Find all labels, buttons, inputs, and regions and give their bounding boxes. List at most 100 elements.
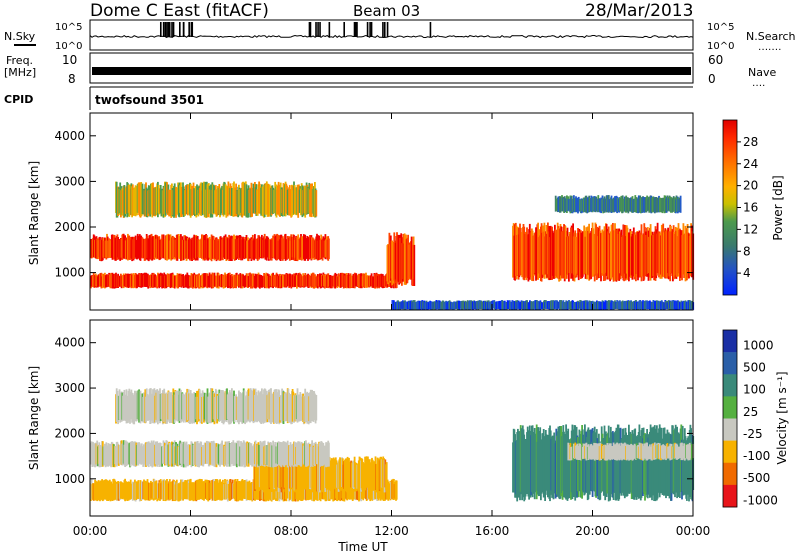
power-y-tick-label: 3000: [54, 174, 85, 188]
velocity-colorbar-block: [723, 462, 737, 486]
power-colorbar-label: Power [dB]: [771, 175, 785, 240]
nsky-spikes: [159, 22, 432, 37]
nave-dots: ․․․․: [752, 78, 765, 89]
nsky-spike: [370, 22, 373, 37]
velocity-colorbar-ticks: 1000 500 100 25 -25 -100 -500 -1000: [743, 338, 778, 507]
power-y-tick-label: 4000: [54, 129, 85, 143]
nsky-spike: [308, 22, 311, 37]
velocity-colorbar-tick-label: -500: [743, 471, 770, 485]
nsearch-label: N.Search: [746, 30, 796, 43]
power-data-cells: [90, 181, 695, 310]
data-cell: [385, 462, 388, 493]
nsky-spike: [182, 22, 185, 37]
velocity-colorbar-tick-label: 25: [743, 405, 758, 419]
power-colorbar-tick-label: 4: [743, 266, 751, 280]
velocity-colorbar-block: [723, 484, 737, 508]
power-ylabel: Slant Range [km]: [27, 161, 41, 265]
beam-label: Beam 03: [353, 2, 420, 20]
nsky-spike: [164, 22, 167, 37]
data-cell: [413, 244, 416, 286]
velocity-panel: 1000 2000 3000 4000 Slant Range [km] 00:00 0…: [27, 113, 710, 554]
power-panel: 1000 2000 3000 4000 Slant Range [km]: [27, 112, 695, 311]
velocity-colorbar-block: [723, 440, 737, 464]
power-colorbar-tick-label: 20: [743, 179, 758, 193]
x-tick-label: 00:00: [676, 524, 711, 538]
velocity-colorbar-tick-label: -25: [743, 427, 763, 441]
power-colorbar-ticks: 4 8 12 16 20 24 28: [737, 135, 758, 280]
nsky-spike: [166, 22, 168, 37]
x-axis-label: Time UT: [337, 540, 388, 554]
velocity-colorbar-tick-label: -100: [743, 449, 770, 463]
power-colorbar-tick-label: 8: [743, 244, 751, 258]
velocity-colorbar-label: Velocity [m s⁻¹]: [775, 371, 789, 464]
velocity-colorbar-tick-label: 500: [743, 361, 766, 375]
date-label: 28/Mar/2013: [585, 1, 693, 21]
freq-right-tick-high: 60: [708, 53, 723, 67]
power-y-tick-label: 1000: [54, 266, 85, 280]
noise-left-tick-low: 10^0: [55, 41, 82, 52]
cpid-panel: CPID twofsound 3501: [4, 86, 693, 110]
nsky-spike: [167, 22, 170, 37]
power-y-ticks: 1000 2000 3000 4000: [54, 129, 693, 280]
x-tick-label: 20:00: [575, 524, 610, 538]
x-tick-label: 12:00: [374, 524, 409, 538]
nsky-spike: [188, 22, 190, 37]
power-colorbar-gradient: [722, 119, 738, 296]
velocity-ylabel: Slant Range [km]: [27, 366, 41, 470]
nsky-spike: [315, 22, 317, 37]
velocity-colorbar-tick-label: 1000: [743, 338, 774, 352]
nsky-spike: [356, 22, 358, 37]
freq-label-line1: Freq.: [6, 54, 33, 67]
power-colorbar: 4 8 12 16 20 24 28 Power [dB]: [722, 119, 785, 296]
nsky-spike: [190, 22, 193, 37]
data-cell: [395, 480, 398, 500]
x-tick-label: 08:00: [274, 524, 309, 538]
data-cell: [315, 395, 318, 421]
nsky-spike: [354, 22, 357, 37]
nsky-series: [89, 34, 694, 39]
cpid-label: CPID: [4, 93, 33, 106]
nsky-spike: [179, 22, 181, 37]
velocity-y-tick-label: 1000: [54, 472, 85, 486]
station-title: Dome C East (fitACF): [90, 1, 269, 21]
freq-right-tick-low: 0: [708, 72, 716, 86]
nsearch-dots: ․․․․․․․: [758, 42, 781, 53]
velocity-data-cells: [90, 388, 695, 502]
power-colorbar-tick-label: 24: [743, 157, 758, 171]
data-cell: [328, 238, 330, 260]
velocity-colorbar: 1000 500 100 25 -25 -100 -500 -1000 Velocity [m…: [722, 329, 789, 508]
nsky-spike: [168, 22, 171, 37]
nave-label: Nave: [748, 66, 776, 79]
nsky-spike: [383, 22, 386, 37]
nsky-spike: [162, 22, 165, 37]
velocity-colorbar-block: [723, 418, 737, 441]
noise-right-tick-high: 10^5: [707, 22, 734, 33]
power-colorbar-tick-label: 12: [743, 222, 758, 236]
data-cell: [328, 442, 330, 467]
velocity-y-tick-label: 2000: [54, 426, 85, 440]
power-colorbar-tick-label: 28: [743, 135, 758, 149]
noise-left-tick-high: 10^5: [55, 22, 82, 33]
frequency-panel: Freq. [MHz] 10 8 60 0 Nave ․․․․: [4, 52, 776, 89]
nsky-spike: [171, 22, 173, 37]
velocity-y-tick-label: 3000: [54, 381, 85, 395]
nsky-spike: [386, 22, 389, 37]
freq-left-tick-high: 10: [62, 53, 77, 67]
power-colorbar-tick-label: 16: [743, 201, 758, 215]
nsky-spike: [172, 22, 175, 37]
x-tick-label: 00:00: [73, 524, 108, 538]
nsky-spike: [309, 22, 312, 37]
nsky-spike: [159, 22, 162, 37]
velocity-colorbar-block: [723, 396, 737, 419]
nsky-spike: [366, 22, 369, 37]
noise-right-tick-low: 10^0: [707, 41, 734, 52]
velocity-colorbar-block: [723, 352, 737, 375]
velocity-colorbar-block: [723, 374, 737, 397]
velocity-y-ticks: 1000 2000 3000 4000: [54, 336, 693, 486]
nsky-spike: [382, 22, 384, 37]
x-ticks: 00:00 04:00 08:00 12:00 16:00 20:00 00:00: [73, 113, 711, 538]
velocity-colorbar-tick-label: 100: [743, 383, 766, 397]
nsky-label: N.Sky: [4, 30, 36, 43]
nsky-spike: [319, 22, 321, 37]
nsky-spike: [328, 22, 331, 37]
